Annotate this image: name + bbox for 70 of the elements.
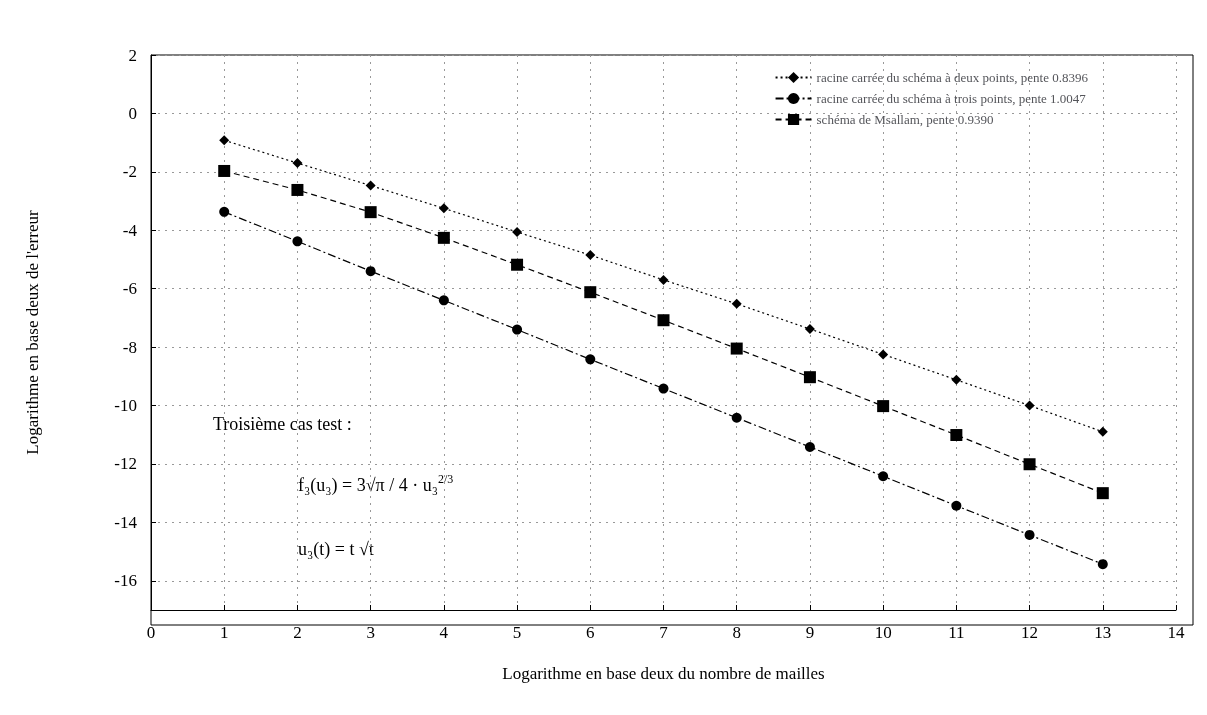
point [804, 442, 815, 452]
x-tick-label: 1 [219, 623, 229, 642]
point [951, 500, 962, 511]
y-tick-label: -10 [114, 396, 137, 416]
point [512, 227, 523, 238]
point [951, 374, 962, 385]
point [731, 412, 742, 423]
point [291, 183, 304, 196]
point [584, 286, 597, 299]
x-tick-label: 9 [805, 623, 815, 642]
x-tick-label: 11 [948, 623, 965, 642]
legend-label: racine carrée du schéma à trois points, pente 1.0047 [816, 91, 1087, 106]
point [219, 206, 230, 217]
point [585, 354, 596, 365]
point [292, 236, 303, 247]
y-tick-label: -4 [122, 220, 138, 240]
x-tick-label: 5 [512, 623, 522, 642]
y-tick-label: -8 [122, 337, 137, 357]
x-tick-label: 14 [1167, 623, 1185, 642]
x-tick-label: 7 [659, 623, 669, 642]
legend-label: schéma de Msallam, pente 0.9390 [816, 112, 994, 127]
y-tick-label: -14 [114, 512, 138, 532]
y-tick-label: 2 [128, 45, 137, 65]
x-tick-label: 12 [1021, 623, 1039, 642]
point [585, 250, 596, 261]
x-axis-title: Logarithme en base deux du nombre de mailles [502, 664, 825, 683]
point [804, 323, 815, 334]
x-tick-label: 8 [732, 623, 741, 642]
y-tick-label: 0 [128, 103, 137, 123]
point [1096, 487, 1109, 500]
point [730, 342, 743, 355]
point [437, 231, 450, 244]
point [218, 164, 231, 177]
point [365, 180, 376, 191]
x-tick-label: 6 [586, 623, 595, 642]
point [657, 314, 670, 327]
y-tick-label: -2 [122, 162, 137, 182]
x-tick-label: 0 [146, 623, 156, 642]
point [950, 429, 963, 442]
point [292, 158, 303, 169]
point [1097, 426, 1108, 437]
legend-label: racine carrée du schéma à deux points, pente 0.8396 [816, 70, 1089, 85]
point [878, 349, 889, 360]
y-tick-label: -6 [122, 279, 137, 299]
point [731, 298, 742, 309]
point [512, 324, 523, 335]
point [438, 295, 449, 306]
x-tick-label: 3 [366, 623, 375, 642]
annotation: Troisième cas test : [213, 414, 352, 434]
point [878, 471, 889, 482]
x-tick-label: 13 [1094, 623, 1112, 642]
x-tick-label: 4 [439, 623, 449, 642]
point [511, 258, 524, 271]
y-tick-label: -12 [114, 454, 137, 474]
point [438, 203, 449, 214]
y-axis-title: Logarithme en base deux de l'erreur [23, 210, 42, 455]
point [1097, 559, 1108, 570]
point [658, 383, 669, 394]
point [803, 371, 816, 384]
x-tick-label: 10 [874, 623, 892, 642]
point [1024, 529, 1035, 540]
point [658, 274, 669, 285]
point [219, 135, 230, 146]
point [1023, 458, 1036, 471]
y-tick-label: -16 [114, 571, 137, 591]
point [364, 206, 377, 219]
point [365, 266, 376, 277]
point [1024, 400, 1035, 411]
point [877, 400, 890, 413]
x-tick-label: 2 [293, 623, 302, 642]
